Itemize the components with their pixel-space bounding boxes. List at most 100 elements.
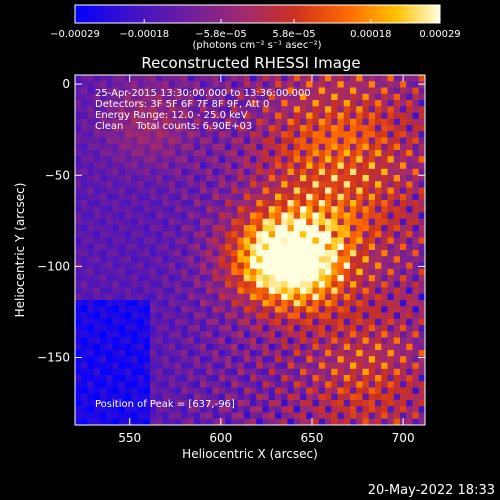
heatmap-cell	[268, 350, 276, 357]
heatmap-cell	[175, 368, 182, 376]
heatmap-cell	[412, 400, 420, 407]
heatmap-cell	[75, 343, 82, 351]
heatmap-cell	[268, 106, 276, 113]
heatmap-cell	[375, 312, 382, 320]
heatmap-cell	[418, 150, 426, 157]
heatmap-cell	[268, 300, 276, 307]
heatmap-cell	[150, 118, 157, 126]
heatmap-cell	[106, 275, 113, 282]
heatmap-cell	[306, 325, 313, 332]
heatmap-cell	[250, 156, 257, 163]
heatmap-cell	[268, 262, 276, 270]
heatmap-cell	[262, 400, 270, 407]
heatmap-cell	[375, 418, 382, 426]
heatmap-cell	[87, 318, 95, 326]
heatmap-cell	[256, 256, 263, 263]
heatmap-cell	[187, 262, 195, 270]
heatmap-cell	[356, 162, 363, 170]
heatmap-cell	[337, 112, 345, 120]
heatmap-cell	[256, 250, 263, 257]
heatmap-cell	[231, 187, 238, 195]
heatmap-cell	[200, 362, 207, 370]
heatmap-cell	[137, 193, 145, 201]
heatmap-cell	[331, 400, 338, 407]
heatmap-cell	[393, 287, 401, 295]
heatmap-cell	[243, 75, 251, 82]
heatmap-cell	[93, 418, 101, 426]
heatmap-cell	[168, 75, 176, 82]
heatmap-cell	[293, 118, 301, 126]
heatmap-cell	[200, 375, 207, 382]
heatmap-cell	[150, 162, 157, 170]
heatmap-cell	[187, 243, 195, 251]
heatmap-cell	[318, 400, 326, 407]
heatmap-cell	[368, 393, 376, 401]
heatmap-cell	[81, 137, 88, 145]
heatmap-cell	[256, 387, 263, 395]
heatmap-cell	[218, 168, 226, 176]
heatmap-cell	[318, 75, 326, 82]
heatmap-cell	[343, 243, 351, 251]
heatmap-cell	[418, 350, 426, 357]
heatmap-cell	[193, 212, 201, 220]
heatmap-cell	[112, 231, 120, 238]
heatmap-cell	[256, 156, 263, 163]
heatmap-cell	[368, 362, 376, 370]
heatmap-cell	[187, 300, 195, 307]
heatmap-cell	[206, 87, 213, 95]
heatmap-cell	[187, 381, 195, 388]
heatmap-cell	[187, 293, 195, 301]
heatmap-cell	[387, 193, 395, 201]
heatmap-cell	[175, 281, 182, 288]
heatmap-cell	[187, 87, 195, 95]
heatmap-cell	[93, 400, 101, 407]
heatmap-cell	[300, 287, 307, 295]
heatmap-cell	[243, 368, 251, 376]
heatmap-cell	[200, 106, 207, 113]
heatmap-cell	[193, 312, 201, 320]
heatmap-cell	[125, 287, 132, 295]
heatmap-cell	[375, 156, 382, 163]
heatmap-cell	[231, 131, 238, 138]
heatmap-cell	[306, 375, 313, 382]
heatmap-cell	[350, 81, 357, 88]
heatmap-cell	[93, 250, 101, 257]
heatmap-cell	[293, 131, 301, 138]
heatmap-cell	[187, 418, 195, 426]
heatmap-cell	[181, 112, 188, 120]
heatmap-cell	[118, 418, 126, 426]
heatmap-cell	[243, 256, 251, 263]
heatmap-cell	[175, 175, 182, 182]
heatmap-cell	[375, 306, 382, 313]
heatmap-cell	[250, 106, 257, 113]
heatmap-cell	[343, 256, 351, 263]
heatmap-cell	[300, 81, 307, 88]
heatmap-cell	[293, 106, 301, 113]
heatmap-cell	[212, 400, 220, 407]
heatmap-cell	[93, 406, 101, 413]
heatmap-cell	[368, 200, 376, 207]
heatmap-cell	[125, 87, 132, 95]
heatmap-cell	[75, 200, 82, 207]
heatmap-cell	[131, 106, 138, 113]
heatmap-cell	[156, 187, 163, 195]
heatmap-cell	[218, 206, 226, 213]
heatmap-cell	[400, 393, 407, 401]
heatmap-cell	[381, 331, 388, 338]
heatmap-cell	[187, 387, 195, 395]
heatmap-cell	[125, 100, 132, 107]
heatmap-cell	[256, 418, 263, 426]
heatmap-cell	[137, 406, 145, 413]
heatmap-cell	[318, 293, 326, 301]
heatmap-cell	[281, 356, 288, 363]
heatmap-cell	[375, 106, 382, 113]
heatmap-cell	[356, 225, 363, 232]
heatmap-cell	[418, 100, 426, 107]
heatmap-cell	[87, 181, 95, 188]
heatmap-cell	[81, 387, 88, 395]
heatmap-cell	[293, 143, 301, 151]
heatmap-cell	[162, 387, 170, 395]
heatmap-cell	[206, 231, 213, 238]
heatmap-cell	[243, 281, 251, 288]
heatmap-cell	[362, 156, 370, 163]
